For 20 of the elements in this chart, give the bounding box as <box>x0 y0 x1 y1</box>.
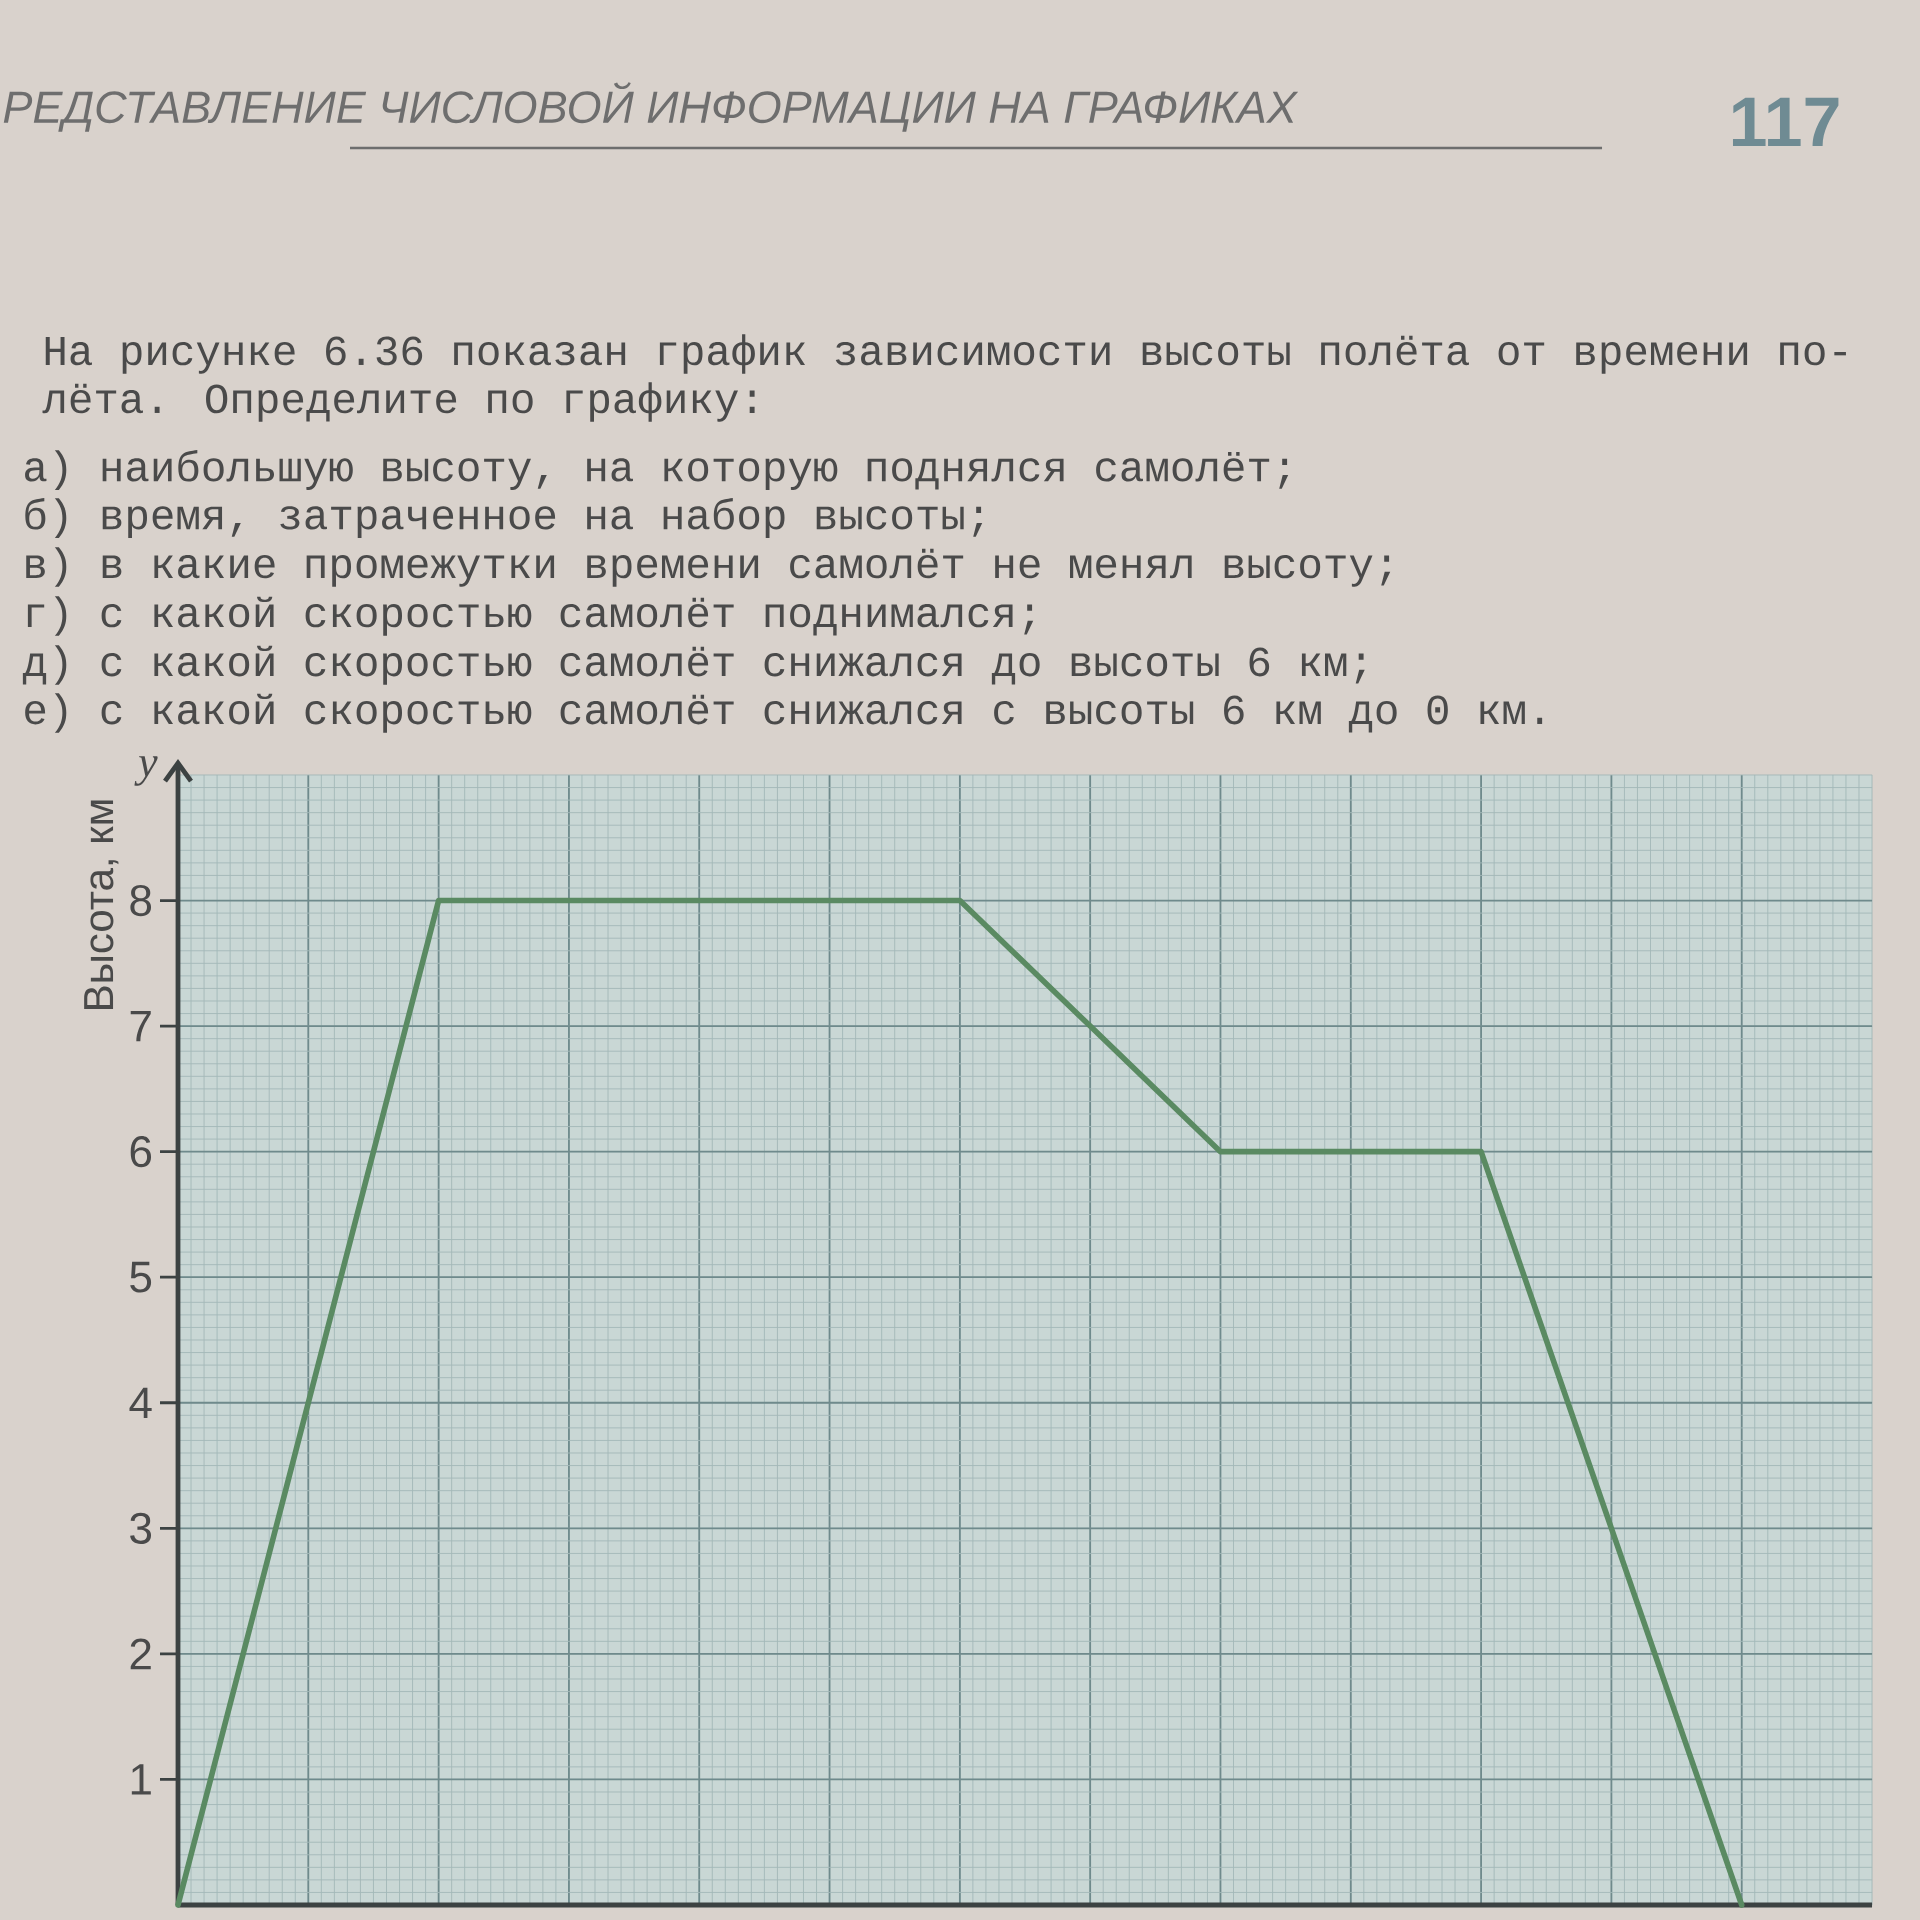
text: 117 <box>1732 97 1839 147</box>
text: РЕДСТАВЛЕНИЕ ЧИСЛОВОЙ ИНФОРМАЦИИ НА ГРАФИКАХ <box>3 82 1299 132</box>
text: На рисунке 6.36 показан график зависимости высоты полёта от времени по- <box>45 334 1846 374</box>
y-tick-label: 4 <box>129 1387 152 1418</box>
y-axis-title: Высота, км <box>84 800 119 1009</box>
y-tick-label: 8 <box>130 884 152 917</box>
y-tick-label: 7 <box>130 1010 151 1042</box>
y-tick-label: 3 <box>130 1512 152 1544</box>
text: в) в какие промежутки времени самолёт не менял высоту; <box>26 547 1391 587</box>
text: е) с какой скоростью самолёт снижался с высоты 6 км до 0 км. <box>25 693 1543 733</box>
y-tick-label: 2 <box>130 1638 151 1670</box>
text: д) с какой скоростью самолёт снижался до высоты 6 км; <box>22 645 1365 685</box>
text: лёта. Определите по графику: <box>42 382 755 422</box>
text: y <box>134 756 158 786</box>
text: г) с какой скоростью самолёт поднимался; <box>27 596 1034 636</box>
text: а) наибольшую высоту, на которую поднялся самолёт; <box>25 449 1289 490</box>
text: б) время, затраченное на набор высоты; <box>25 497 983 538</box>
y-tick-label: 6 <box>130 1136 152 1168</box>
y-tick-label: 5 <box>130 1261 152 1293</box>
y-tick-label: 1 <box>131 1764 151 1795</box>
